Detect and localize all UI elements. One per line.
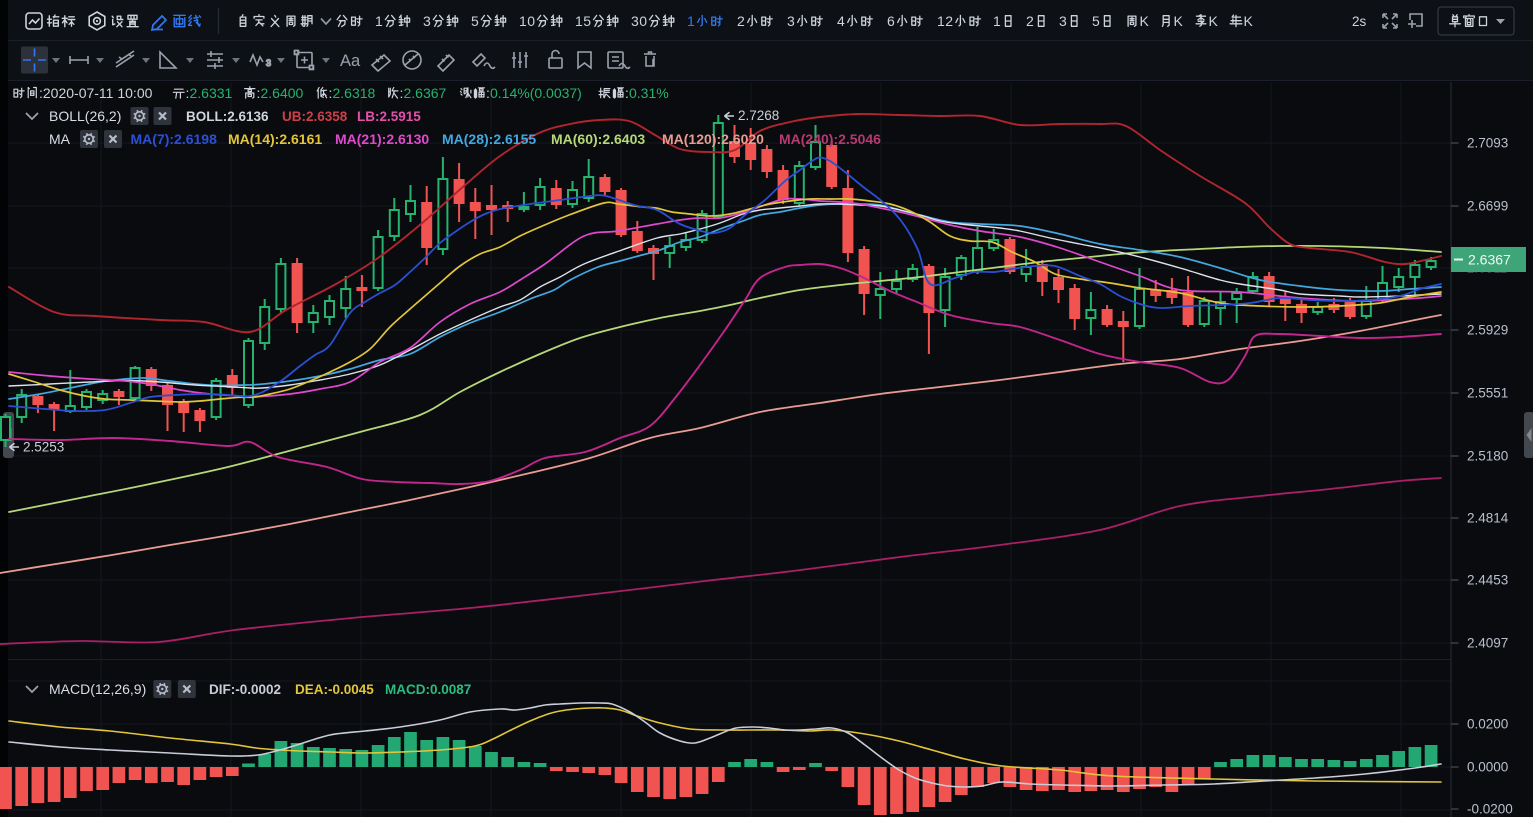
svg-text:Aa: Aa — [340, 52, 361, 70]
svg-text:MA(21):2.6130: MA(21):2.6130 — [335, 131, 429, 147]
svg-text:0: 0 — [527, 13, 535, 29]
svg-text::: : — [329, 85, 333, 101]
svg-text:1: 1 — [519, 13, 527, 29]
svg-text:LB:2.5915: LB:2.5915 — [357, 109, 421, 124]
svg-text:2.4814: 2.4814 — [1467, 511, 1509, 526]
svg-text::: : — [486, 85, 490, 101]
svg-text:K: K — [1244, 13, 1254, 29]
svg-text:1: 1 — [687, 13, 695, 29]
svg-text:1: 1 — [375, 13, 383, 29]
svg-text:MA(14):2.6161: MA(14):2.6161 — [228, 131, 322, 147]
svg-text:3: 3 — [423, 13, 431, 29]
svg-text:BOLL:2.6136: BOLL:2.6136 — [186, 109, 269, 124]
svg-text:MA(240):2.5046: MA(240):2.5046 — [779, 131, 881, 147]
svg-text:2.7093: 2.7093 — [1467, 136, 1508, 151]
svg-text:2: 2 — [1026, 13, 1034, 29]
svg-text:2.5929: 2.5929 — [1467, 323, 1508, 338]
svg-text:0.0200: 0.0200 — [1467, 717, 1508, 732]
svg-text:BOLL(26,2): BOLL(26,2) — [49, 108, 121, 124]
svg-text:1: 1 — [937, 13, 945, 29]
svg-text:2.6699: 2.6699 — [1467, 199, 1508, 214]
svg-text:5: 5 — [1092, 13, 1100, 29]
svg-text:K: K — [1174, 13, 1184, 29]
svg-text:2.5253: 2.5253 — [23, 439, 64, 454]
svg-text:2.6331: 2.6331 — [190, 85, 233, 101]
svg-text:2.6367: 2.6367 — [404, 85, 447, 101]
svg-text:3: 3 — [631, 13, 639, 29]
svg-text:DEA:-0.0045: DEA:-0.0045 — [295, 682, 374, 697]
svg-text:K: K — [1209, 13, 1219, 29]
svg-text:0.14%(0.0037): 0.14%(0.0037) — [490, 85, 582, 101]
svg-text:2.6318: 2.6318 — [333, 85, 376, 101]
svg-text:3: 3 — [787, 13, 795, 29]
svg-text:2.6367: 2.6367 — [1468, 252, 1511, 268]
svg-text::2020-07-11 10:00: :2020-07-11 10:00 — [39, 85, 153, 101]
svg-text:0.31%: 0.31% — [629, 85, 669, 101]
svg-text:MACD:0.0087: MACD:0.0087 — [385, 682, 471, 697]
svg-text:UB:2.6358: UB:2.6358 — [282, 109, 348, 124]
svg-text:2: 2 — [737, 13, 745, 29]
svg-text:MA(28):2.6155: MA(28):2.6155 — [442, 131, 536, 147]
svg-text:2.6400: 2.6400 — [261, 85, 304, 101]
svg-text::: : — [625, 85, 629, 101]
svg-text:K: K — [1140, 13, 1150, 29]
svg-text:1: 1 — [575, 13, 583, 29]
svg-text:2.5551: 2.5551 — [1467, 386, 1508, 401]
svg-text:DIF:-0.0002: DIF:-0.0002 — [209, 682, 281, 697]
svg-text:0.0000: 0.0000 — [1467, 760, 1508, 775]
svg-text:MACD(12,26,9): MACD(12,26,9) — [49, 681, 146, 697]
svg-text:2: 2 — [945, 13, 953, 29]
svg-text:1: 1 — [993, 13, 1001, 29]
svg-text:6: 6 — [887, 13, 895, 29]
svg-text:4: 4 — [837, 13, 845, 29]
svg-text::: : — [186, 85, 190, 101]
svg-text:2.4453: 2.4453 — [1467, 573, 1508, 588]
svg-text:5: 5 — [583, 13, 591, 29]
svg-text:3: 3 — [1059, 13, 1067, 29]
svg-text:MA(120):2.6020: MA(120):2.6020 — [662, 131, 764, 147]
svg-text:2.7268: 2.7268 — [738, 108, 779, 123]
svg-text:3: 3 — [266, 58, 271, 68]
svg-text:5: 5 — [471, 13, 479, 29]
svg-text::: : — [400, 85, 404, 101]
svg-text:MA(7):2.6198: MA(7):2.6198 — [131, 131, 218, 147]
svg-text:2s: 2s — [1352, 14, 1367, 29]
svg-text:2.5180: 2.5180 — [1467, 449, 1508, 464]
svg-text:MA(60):2.6403: MA(60):2.6403 — [551, 131, 645, 147]
svg-text:2.4097: 2.4097 — [1467, 636, 1508, 651]
svg-text:MA: MA — [49, 131, 71, 147]
svg-text:0: 0 — [639, 13, 647, 29]
svg-text:-0.0200: -0.0200 — [1467, 802, 1513, 817]
svg-text::: : — [257, 85, 261, 101]
